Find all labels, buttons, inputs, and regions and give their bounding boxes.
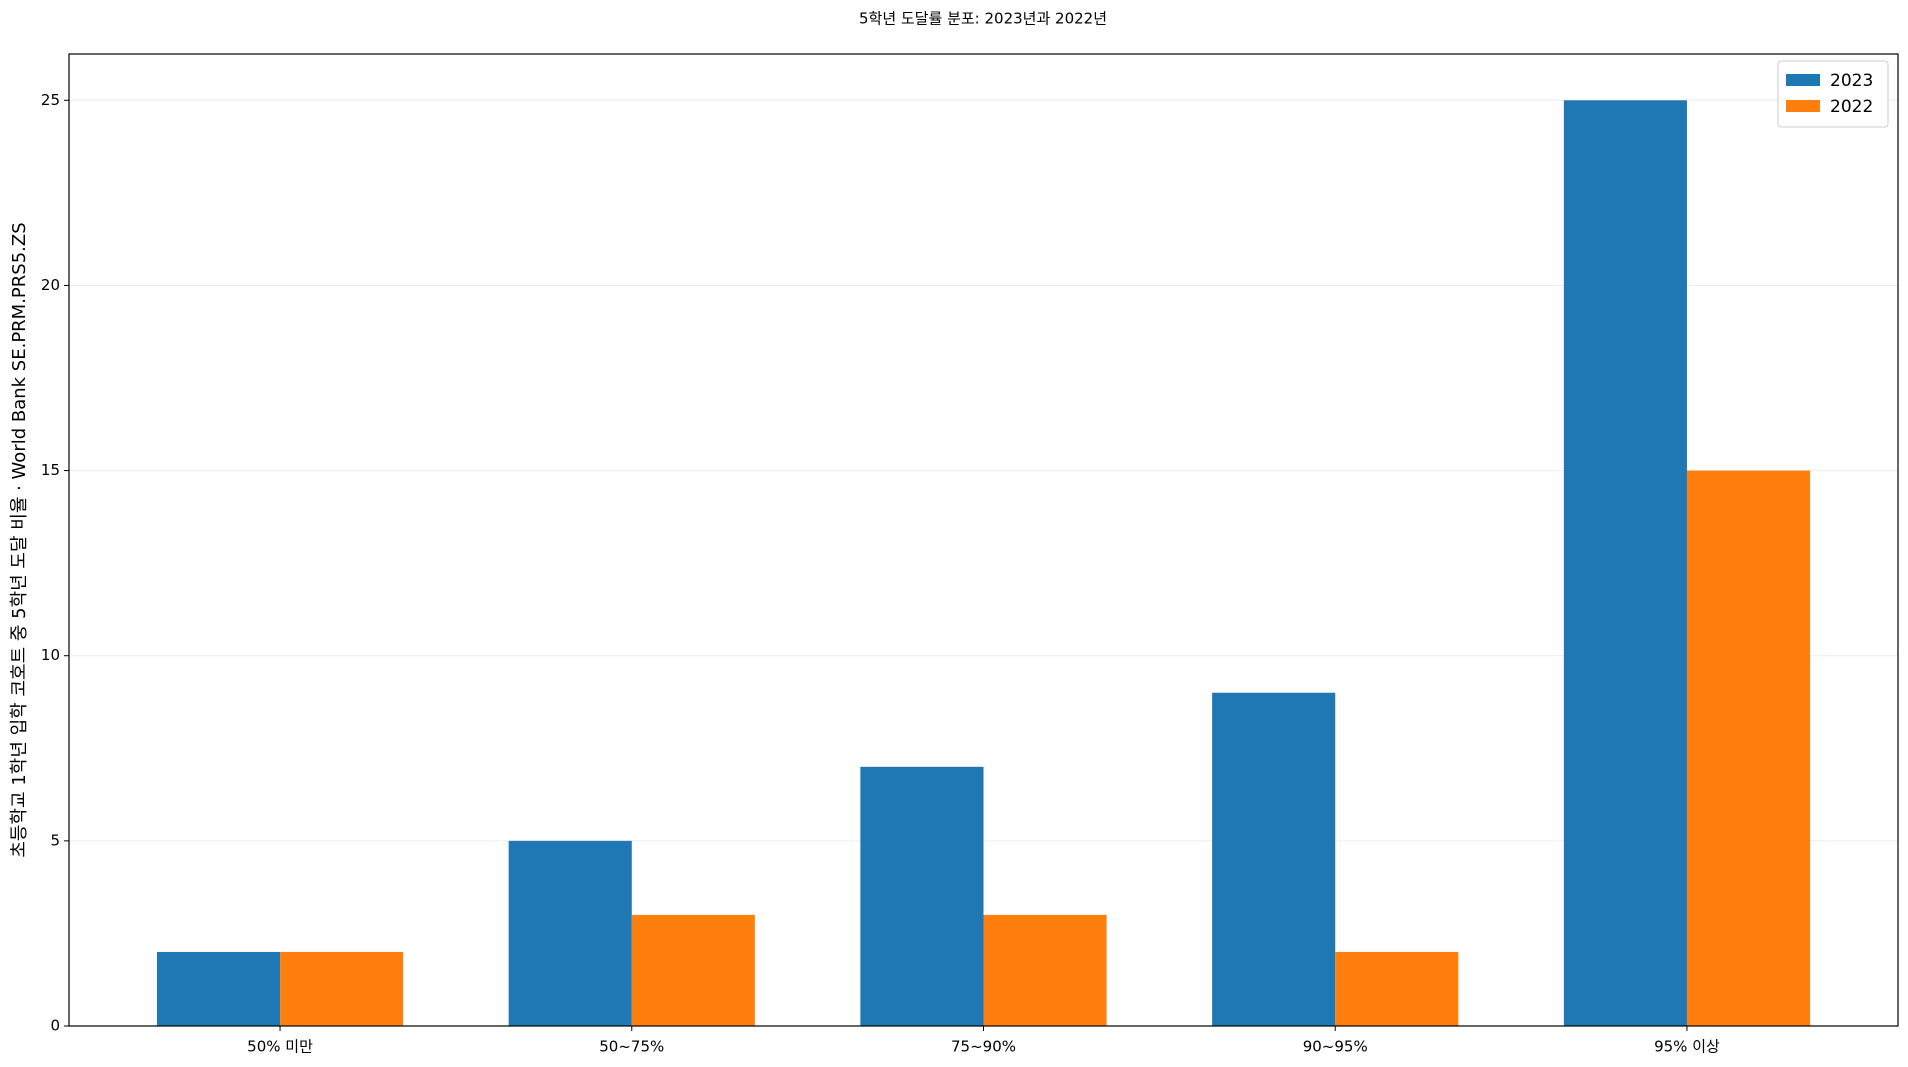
bar <box>280 951 404 1026</box>
bar <box>1686 470 1811 1027</box>
y-tick-label: 0 <box>50 1017 60 1035</box>
legend-label: 2023 <box>1830 71 1873 91</box>
bar <box>983 914 1107 1026</box>
bar <box>508 840 632 1026</box>
x-tick-label: 50% 미만 <box>247 1038 313 1056</box>
y-tick-label: 15 <box>41 461 60 479</box>
bar <box>631 914 755 1026</box>
bar <box>1212 692 1336 1026</box>
y-tick-label: 20 <box>41 276 60 294</box>
y-tick-label: 25 <box>41 91 60 109</box>
y-tick-label: 10 <box>41 646 60 664</box>
bar <box>860 766 984 1026</box>
bar <box>1563 100 1687 1027</box>
chart-title: 5학년 도달률 분포: 2023년과 2022년 <box>859 10 1107 28</box>
x-tick-label: 75~90% <box>951 1038 1016 1056</box>
legend-label: 2022 <box>1830 97 1873 117</box>
legend-swatch <box>1786 74 1820 86</box>
x-tick-label: 90~95% <box>1303 1038 1368 1056</box>
x-tick-label: 50~75% <box>599 1038 664 1056</box>
x-tick-label: 95% 이상 <box>1654 1038 1720 1056</box>
legend-swatch <box>1786 100 1820 112</box>
y-axis-label: 초등학교 1학년 입학 코호트 중 5학년 도달 비율 · World Bank… <box>9 222 30 857</box>
bar <box>1335 951 1459 1026</box>
plot-frame <box>68 53 1899 1027</box>
y-tick-label: 5 <box>50 831 60 849</box>
bar <box>156 951 281 1026</box>
